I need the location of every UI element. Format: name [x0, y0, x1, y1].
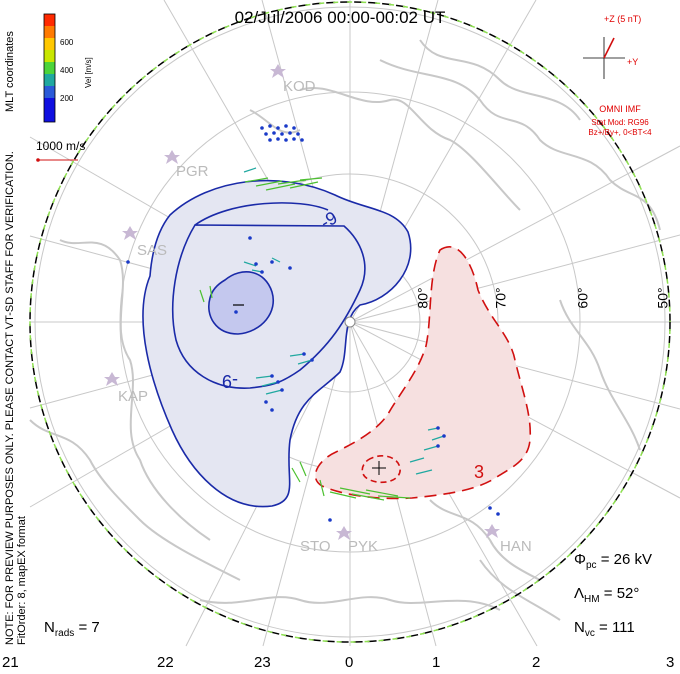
- stat-phi-pc: Φpc = 26 kV: [574, 551, 652, 571]
- negative-cell-fill: [142, 179, 412, 508]
- station-sas: SAS: [137, 242, 168, 259]
- scale-vector: [36, 158, 78, 162]
- scale-label: 1000 m/s: [36, 139, 86, 153]
- positive-cell-fill: [314, 246, 532, 500]
- mlt-label-1: 1: [432, 654, 441, 671]
- colorbar-tick-400: 400: [60, 66, 74, 75]
- negative-contour-inner: [208, 271, 275, 335]
- imf-model: Stat Mod: RG96: [591, 118, 649, 127]
- stat-n-vc: Nvc = 111: [574, 619, 635, 639]
- lat-label-80: 80°: [414, 287, 431, 309]
- stat-lambda-hm: ΛHM = 52°: [574, 585, 640, 605]
- station-sto: STO: [300, 538, 331, 555]
- coordinate-label: MLT coordinates: [4, 31, 16, 112]
- colorbar-tick-200: 200: [60, 94, 74, 103]
- note-line: NOTE: FOR PREVIEW PURPOSES ONLY. PLEASE …: [4, 151, 16, 645]
- station-markers: [104, 64, 500, 540]
- imf-dial: [583, 37, 625, 79]
- contour-label-neg-lower: -9: [222, 371, 239, 391]
- hm-boundary-green: [29, 1, 671, 643]
- coastlines: [29, 39, 661, 621]
- lat-label-70: 70°: [492, 287, 509, 309]
- fit-line: FitOrder: 8, mapEX format: [16, 516, 28, 645]
- mlt-label-3: 3: [666, 654, 675, 671]
- station-han: HAN: [500, 538, 532, 555]
- map-title: 02/Jul/2006 00:00-00:02 UT: [234, 8, 446, 27]
- imf-condition: Bz+/By+, 0<BT<4: [588, 128, 652, 137]
- colorbar: [43, 13, 56, 123]
- colorbar-tick-600: 600: [60, 38, 74, 47]
- imf-source: OMNI IMF: [599, 104, 641, 114]
- stat-phi-pc-value: = 26 kV: [600, 551, 652, 568]
- velocity-vectors: [126, 124, 500, 522]
- contour-label-pos: 3: [474, 462, 485, 482]
- mlt-label-0: 0: [345, 654, 354, 671]
- stat-n-vc-value: = 111: [599, 619, 635, 636]
- pole-marker: [344, 316, 356, 328]
- mlt-label-21: 21: [2, 654, 19, 671]
- stat-n-rads-value: = 7: [78, 619, 100, 636]
- preview-note: NOTE: FOR PREVIEW PURPOSES ONLY. PLEASE …: [4, 151, 28, 645]
- mlt-label-23: 23: [254, 654, 271, 671]
- mlt-label-2: 2: [532, 654, 541, 671]
- imf-z-label: +Z (5 nT): [604, 14, 642, 24]
- colorbar-label: Vel [m/s]: [84, 57, 93, 88]
- positive-contour-inner: [361, 455, 401, 484]
- station-pgr: PGR: [176, 163, 209, 180]
- station-pyk: PYK: [348, 538, 379, 555]
- mlt-label-22: 22: [157, 654, 174, 671]
- lat-label-60: 60°: [574, 287, 591, 309]
- stat-n-rads: Nrads = 7: [44, 619, 100, 639]
- lat-label-50: 50°: [654, 287, 671, 309]
- stat-lambda-hm-value: = 52°: [603, 585, 640, 602]
- negative-contour-outer: [171, 202, 366, 389]
- station-kap: KAP: [118, 388, 149, 405]
- station-kod: KOD: [283, 78, 316, 95]
- imf-y-label: +Y: [627, 57, 639, 67]
